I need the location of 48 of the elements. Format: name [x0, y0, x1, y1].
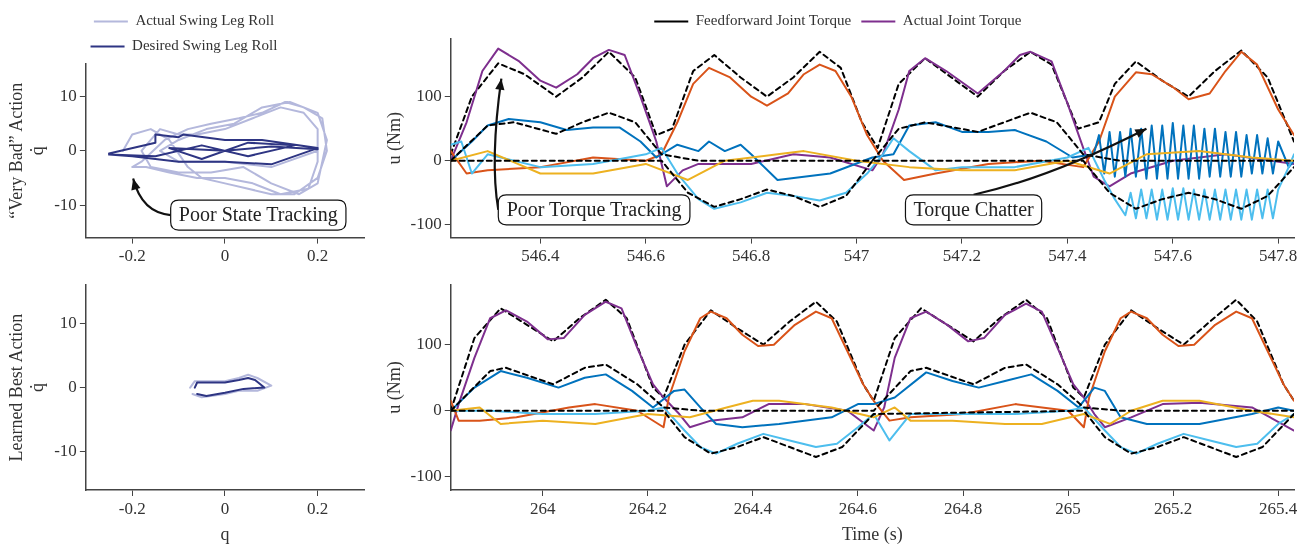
x-tick-label: 546.8: [732, 246, 771, 266]
line-series: [450, 49, 1294, 156]
y-tick-label: -100: [410, 214, 442, 234]
y-tick-label: 10: [59, 313, 77, 333]
y-tick-label: 100: [416, 334, 442, 354]
legend-label: Actual Joint Torque: [902, 12, 1022, 29]
x-axis-title: q: [220, 523, 230, 544]
x-tick-label: 264.4: [733, 498, 773, 518]
x-tick-label: 264.8: [943, 498, 983, 518]
x-tick-label: 264.2: [628, 498, 667, 518]
y-tick-label: 10: [59, 86, 77, 106]
y-axis-title: “Very Bad” Action q̇: [5, 82, 48, 219]
x-tick-label: 0: [220, 246, 230, 266]
x-tick-label: 264: [529, 498, 556, 518]
x-tick-label: -0.2: [118, 498, 146, 518]
y-axis-title: u (Nm): [383, 112, 405, 165]
legend-label: Actual Swing Leg Roll: [135, 12, 275, 29]
y-tick-label: -100: [410, 466, 442, 486]
legend-label: Feedforward Joint Torque: [695, 12, 852, 29]
y-tick-label: 0: [68, 140, 77, 160]
x-tick-label: 546.4: [521, 246, 560, 266]
y-tick-label: -10: [54, 194, 77, 214]
x-tick-label: 547.6: [1153, 246, 1192, 266]
x-tick-label: -0.2: [118, 246, 146, 266]
x-tick-label: 547: [843, 246, 870, 266]
y-tick-label: 100: [416, 86, 442, 106]
legend-label: Desired Swing Leg Roll: [132, 37, 278, 54]
x-tick-label: 265.4: [1259, 498, 1298, 518]
x-tick-label: 0.2: [307, 246, 329, 266]
annotation: Poor Torque Tracking: [506, 198, 682, 222]
annotation: Torque Chatter: [913, 198, 1035, 222]
x-tick-label: 547.2: [942, 246, 982, 266]
x-tick-label: 264.6: [838, 498, 878, 518]
y-tick-label: 0: [433, 400, 442, 420]
annotation: Poor State Tracking: [178, 203, 338, 227]
y-axis-title: u (Nm): [383, 361, 405, 414]
y-tick-label: -10: [54, 441, 77, 461]
x-tick-label: 0.2: [307, 498, 329, 518]
x-tick-label: 546.6: [626, 246, 665, 266]
x-tick-label: 547.4: [1048, 246, 1087, 266]
y-tick-label: 0: [433, 150, 442, 170]
x-tick-label: 547.8: [1259, 246, 1298, 266]
x-axis-title: Time (s): [841, 523, 903, 545]
x-tick-label: 265.2: [1154, 498, 1193, 518]
y-axis-title: Learned Best Action q̇: [5, 313, 48, 462]
x-tick-label: 0: [220, 498, 230, 518]
y-tick-label: 0: [68, 377, 77, 397]
x-tick-label: 265: [1055, 498, 1081, 518]
